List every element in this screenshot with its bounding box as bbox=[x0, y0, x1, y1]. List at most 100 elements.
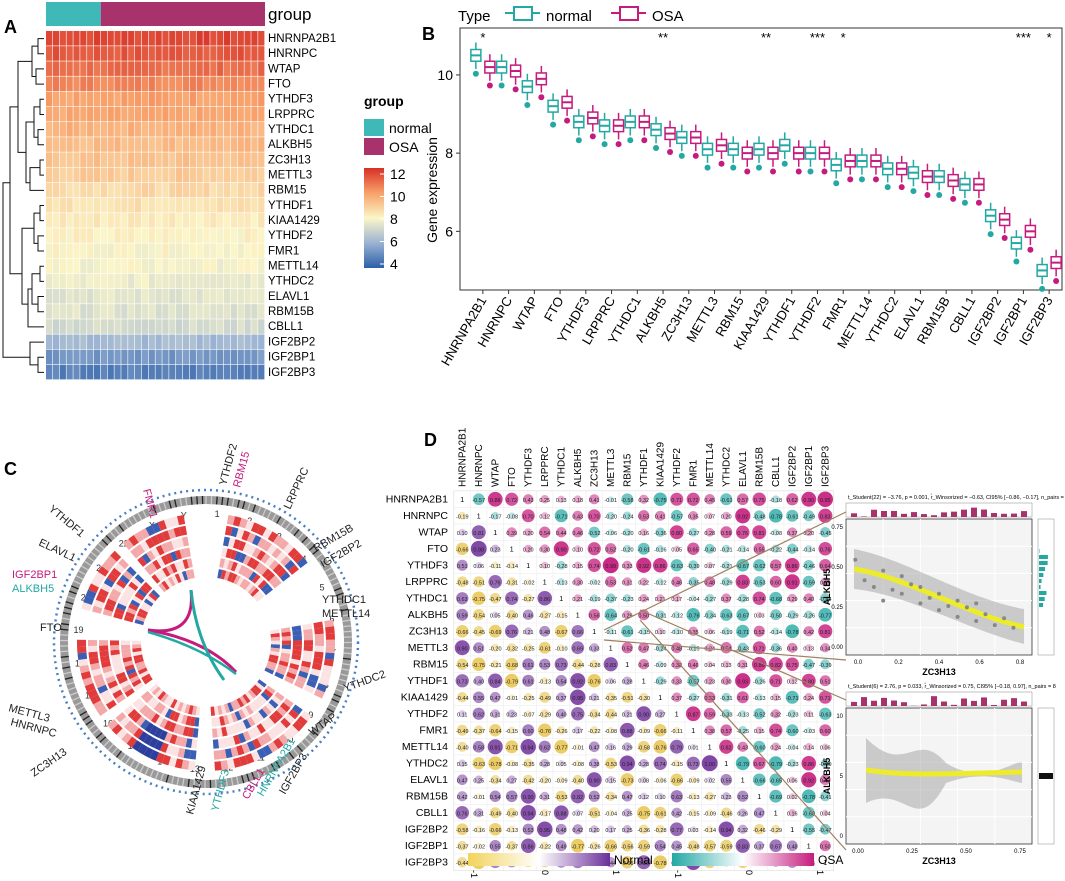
box-outlier bbox=[858, 176, 865, 183]
heatmap-cell bbox=[141, 273, 149, 289]
heatmap-dendrogram bbox=[2, 38, 44, 373]
circos-track-cell bbox=[146, 696, 157, 707]
corr-circle-osa bbox=[487, 491, 503, 507]
ideogram-band bbox=[300, 741, 308, 749]
marginal-bar bbox=[1039, 597, 1045, 601]
circos-track-cell bbox=[217, 569, 223, 579]
corr-value-osa: -0.08 bbox=[505, 514, 518, 520]
ideogram-band bbox=[342, 662, 351, 666]
corr-value-osa: 0.16 bbox=[638, 531, 649, 537]
corr-value-osa: -0.50 bbox=[769, 613, 782, 619]
heatmap-cell bbox=[46, 213, 53, 228]
circos-track-cell bbox=[212, 728, 218, 738]
circos-track-cell bbox=[95, 679, 106, 689]
heatmap-cell bbox=[176, 137, 183, 152]
corr-circle-normal bbox=[505, 657, 519, 671]
heatmap-cell bbox=[196, 273, 203, 289]
heatmap-cell bbox=[148, 243, 155, 259]
corr-value-osa: -0.61 bbox=[720, 498, 733, 504]
corr-circle-normal bbox=[524, 643, 533, 652]
circos-track-cell bbox=[159, 718, 168, 729]
heatmap-cell bbox=[176, 258, 183, 274]
heatmap-cell bbox=[176, 152, 183, 167]
corr-value-normal: 0.07 bbox=[572, 811, 583, 817]
circos-track-cell bbox=[148, 737, 159, 749]
heatmap-cell bbox=[258, 152, 265, 167]
corr-value-normal: -0.44 bbox=[456, 861, 469, 867]
circos-track-cell bbox=[245, 520, 255, 531]
circos-track-cell bbox=[296, 675, 307, 684]
circos-track-cell bbox=[149, 725, 159, 736]
corr-circle-osa bbox=[673, 545, 680, 552]
corr-circle-osa bbox=[704, 494, 715, 505]
circos-track-cell bbox=[137, 743, 148, 755]
corr-value-normal: -0.11 bbox=[489, 564, 501, 570]
scatter-y-tick: 0.25 bbox=[831, 605, 843, 611]
corr-row-label: YTHDF1 bbox=[407, 675, 448, 687]
heatmap-cell bbox=[128, 197, 135, 213]
corr-value-osa: -0.15 bbox=[687, 646, 700, 652]
corr-circle-normal bbox=[556, 708, 567, 719]
corr-circle-osa bbox=[820, 593, 831, 604]
heatmap-cell bbox=[251, 137, 258, 152]
corr-col-label: CBLL1 bbox=[771, 456, 782, 487]
circos-track-cell bbox=[252, 684, 262, 694]
scatter-point bbox=[992, 623, 997, 628]
corr-value-normal: 0.49 bbox=[556, 844, 567, 850]
corr-value-osa: -0.09 bbox=[654, 663, 667, 669]
corr-value-osa: 0.59 bbox=[721, 531, 732, 537]
y-tick-label: 8 bbox=[445, 145, 453, 161]
corr-value-normal: -0.53 bbox=[604, 762, 617, 768]
corr-circle-osa bbox=[736, 624, 750, 638]
scatter-point bbox=[853, 557, 858, 562]
ideogram-band bbox=[321, 717, 329, 723]
corr-circle-normal bbox=[473, 642, 485, 654]
circos-track-cell bbox=[134, 619, 145, 626]
heatmap-cell bbox=[196, 258, 203, 274]
heatmap-cell bbox=[114, 364, 121, 380]
ideogram-band bbox=[335, 592, 344, 597]
circos-track-cell bbox=[102, 608, 113, 617]
box-outlier bbox=[975, 199, 982, 206]
circos-track-cell bbox=[145, 537, 155, 549]
circos-track-cell bbox=[229, 724, 238, 735]
corr-value-osa: 0.82 bbox=[721, 745, 732, 751]
corr-circle-normal bbox=[607, 677, 615, 685]
corr-value-normal: 0.48 bbox=[539, 630, 550, 636]
corr-circle-osa bbox=[688, 527, 698, 537]
heatmap-cell bbox=[237, 213, 244, 228]
corr-circle-normal bbox=[622, 676, 632, 686]
heatmap-cell bbox=[73, 182, 80, 198]
corr-row-label: HNRNPA2B1 bbox=[386, 494, 448, 506]
ideogram-band bbox=[230, 777, 234, 786]
circos-track-cell bbox=[96, 705, 108, 716]
heatmap-cell bbox=[210, 122, 217, 137]
corr-value-osa: 0.24 bbox=[770, 745, 781, 751]
heatmap-cell bbox=[230, 61, 238, 76]
circos-track-cell bbox=[189, 716, 196, 727]
corr-circle-osa bbox=[820, 643, 830, 653]
circos-track-cell bbox=[226, 713, 234, 724]
corr-circle-osa bbox=[656, 578, 664, 586]
chromosome-label: 5 bbox=[319, 582, 324, 592]
circos-track-cell bbox=[174, 735, 183, 746]
dendrogram-branch bbox=[9, 106, 22, 275]
circos-track-cell bbox=[109, 684, 121, 694]
heatmap-cell bbox=[176, 213, 183, 228]
corr-value-normal: -0.68 bbox=[505, 663, 518, 669]
corr-value-normal: 0.40 bbox=[473, 679, 484, 685]
circos-track-cell bbox=[154, 571, 164, 582]
marginal-bar bbox=[1021, 511, 1027, 517]
corr-value-osa: 0.05 bbox=[671, 547, 682, 553]
circos-track-cell bbox=[128, 581, 139, 591]
heatmap-cell bbox=[169, 364, 176, 380]
circos-track-cell bbox=[135, 615, 146, 622]
corr-legend-tick: -1 bbox=[469, 870, 479, 878]
marginal-bar bbox=[881, 697, 887, 706]
corr-value-osa: -0.21 bbox=[720, 564, 733, 570]
corr-circle-osa bbox=[753, 576, 765, 588]
circos-gene-label: ALKBH5 bbox=[12, 583, 54, 595]
corr-circle-normal bbox=[571, 624, 585, 638]
circos-track-cell bbox=[272, 710, 283, 721]
corr-circle-normal bbox=[473, 626, 484, 637]
